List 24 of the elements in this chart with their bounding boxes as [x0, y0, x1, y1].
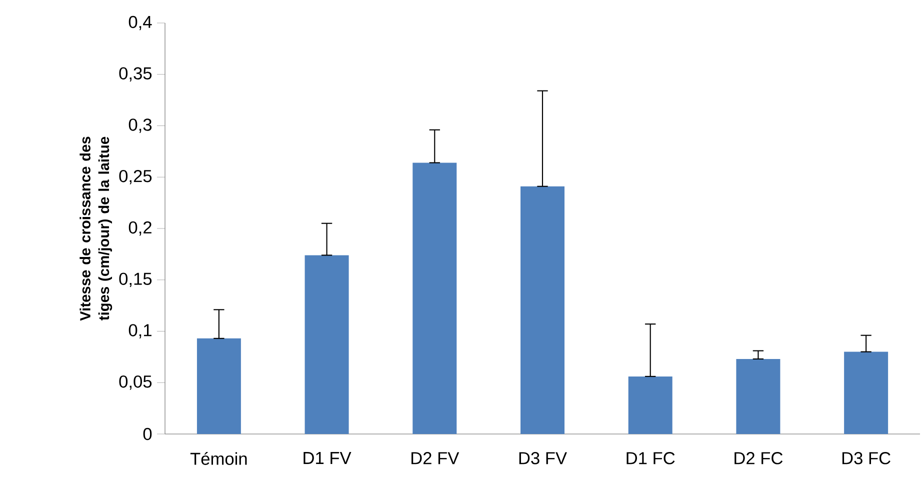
- bar: [196, 338, 241, 434]
- y-tick-label: 0,05: [119, 375, 152, 390]
- x-tick-label: D3 FC: [842, 452, 890, 464]
- x-tick-label: D1 FV: [304, 452, 352, 464]
- y-tick-label: 0,1: [128, 324, 152, 338]
- y-tick-label: 0,35: [119, 67, 152, 82]
- y-tick-label: 0,4: [128, 16, 152, 30]
- bar: [736, 358, 780, 434]
- y-tick-label: 0: [143, 428, 152, 440]
- y-tick-label: 0,15: [119, 272, 152, 288]
- y-tick-label: 0,25: [119, 170, 152, 184]
- bar: [520, 186, 564, 434]
- bar: [412, 162, 457, 434]
- x-tick-label: D3 FV: [519, 452, 567, 464]
- bar: [628, 376, 672, 434]
- y-tick-label: 0,2: [128, 221, 152, 236]
- y-axis-title: Vitesse de croissance des tiges (cm/jour) de la laitue: [80, 136, 112, 321]
- y-tick-label: 0,3: [128, 118, 152, 133]
- bar: [844, 352, 888, 434]
- x-tick-label: Témoin: [190, 452, 247, 465]
- x-tick-label: D2 FC: [734, 452, 783, 464]
- bar: [304, 255, 349, 434]
- x-tick-label: D1 FC: [626, 452, 675, 464]
- x-tick-label: D2 FV: [412, 452, 460, 464]
